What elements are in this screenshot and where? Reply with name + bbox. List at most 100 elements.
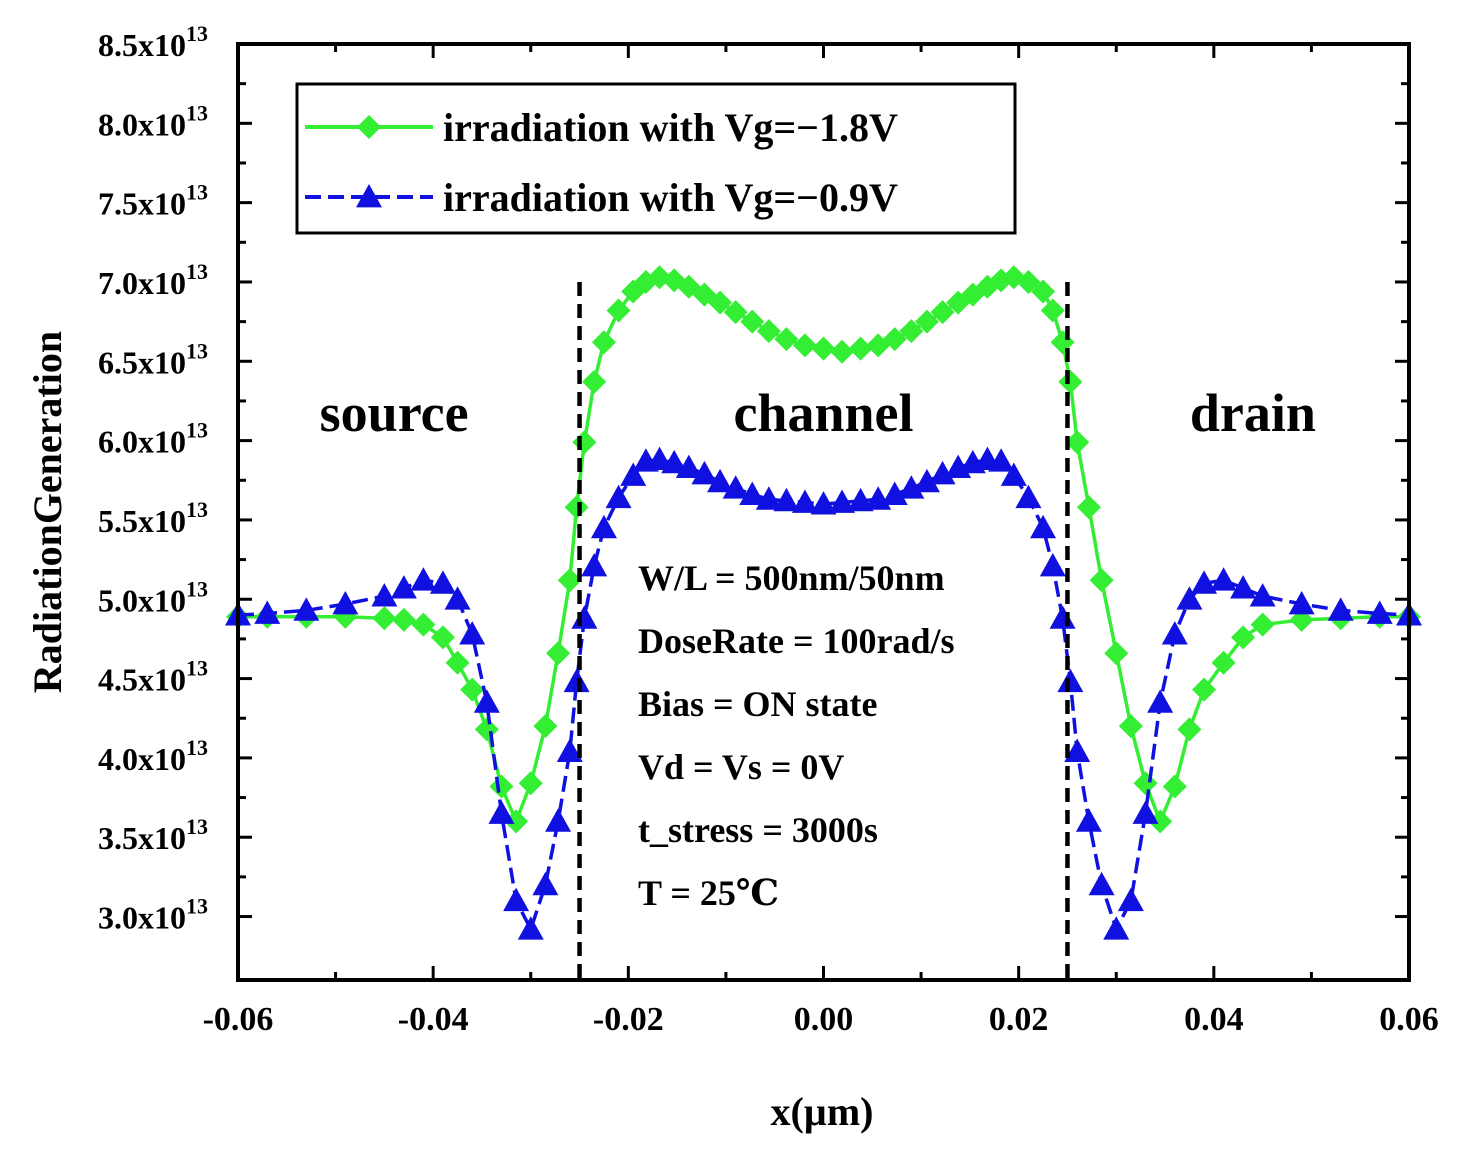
data-point	[332, 591, 359, 615]
data-point	[773, 487, 800, 512]
data-point	[930, 300, 955, 325]
y-tick-label: 6.0x1013	[98, 418, 208, 460]
data-point	[459, 621, 486, 645]
data-point	[1177, 717, 1202, 742]
y-tick-label: 5.0x1013	[98, 576, 208, 618]
data-point	[756, 319, 781, 344]
data-point	[1176, 586, 1203, 610]
data-point	[1191, 570, 1218, 594]
x-tick-label: 0.00	[794, 1001, 854, 1038]
annotation-line: DoseRate = 100rad/s	[638, 621, 954, 661]
data-point	[707, 468, 734, 493]
data-point	[1132, 800, 1159, 824]
data-point	[830, 339, 855, 364]
x-axis-label: x(µm)	[770, 1089, 873, 1134]
data-point	[1148, 809, 1173, 834]
data-point	[293, 597, 320, 621]
data-point	[1104, 641, 1129, 666]
y-axis: 3.0x1013 3.5x1013 4.0x1013 4.5x1013 5.0x1013…	[98, 21, 1409, 936]
data-point	[988, 448, 1015, 472]
y-tick-label: 8.0x1013	[98, 100, 208, 142]
y-tick-label: 4.0x1013	[98, 735, 208, 777]
annotation-line: Vd = Vs = 0V	[638, 747, 844, 787]
y-tick-label: 7.5x1013	[98, 180, 208, 222]
data-point	[646, 446, 673, 471]
plot-series	[225, 265, 1422, 940]
data-point	[372, 606, 397, 631]
data-point	[1050, 330, 1075, 355]
data-point	[391, 607, 416, 632]
data-point	[1230, 575, 1257, 599]
legend-marker-1	[357, 115, 381, 139]
data-point	[675, 454, 702, 478]
x-tick-label: -0.06	[203, 1001, 274, 1038]
data-point	[739, 481, 766, 505]
data-point	[605, 484, 632, 509]
x-tick-label: 0.02	[989, 1001, 1049, 1038]
x-tick-label: 0.04	[1184, 1001, 1244, 1038]
y-tick-label: 3.0x1013	[98, 894, 208, 936]
x-tick-label: -0.02	[593, 1001, 664, 1038]
data-point	[1015, 484, 1042, 509]
data-point	[1249, 583, 1276, 607]
annotation-line: T = 25℃	[638, 873, 779, 913]
legend-marker-2	[356, 184, 382, 208]
y-tick-label: 3.5x1013	[98, 814, 208, 856]
data-point	[811, 336, 836, 361]
legend-label-1: irradiation with Vg=−1.8V	[443, 105, 898, 150]
data-point	[1000, 462, 1027, 486]
data-point	[829, 489, 856, 513]
y-tick-label: 7.0x1013	[98, 259, 208, 301]
series-1	[226, 265, 1421, 834]
data-point	[572, 430, 597, 455]
data-point	[1064, 738, 1091, 762]
data-point	[1030, 514, 1057, 539]
data-point	[503, 887, 530, 912]
data-point	[1133, 771, 1158, 796]
region-label-source: source	[320, 383, 469, 443]
data-point	[254, 600, 281, 624]
data-point	[740, 309, 765, 334]
data-point	[755, 486, 782, 510]
data-point	[898, 475, 925, 499]
data-point	[557, 568, 582, 593]
data-point	[810, 491, 837, 515]
data-point	[1327, 597, 1354, 621]
data-point	[1103, 916, 1130, 940]
data-point	[517, 916, 544, 940]
data-point	[899, 319, 924, 344]
data-point	[460, 677, 485, 702]
data-point	[929, 460, 956, 485]
data-point	[533, 714, 558, 739]
data-point	[371, 583, 398, 607]
series-2	[225, 446, 1422, 940]
data-point	[1211, 650, 1236, 675]
region-boundaries	[577, 281, 1070, 980]
data-point	[1049, 605, 1076, 629]
data-point	[390, 575, 417, 599]
data-point	[545, 808, 572, 832]
data-point	[1210, 567, 1237, 591]
data-point	[1075, 808, 1102, 832]
data-point	[848, 336, 873, 361]
data-point	[791, 489, 818, 513]
data-point	[708, 290, 733, 315]
data-point	[410, 567, 437, 591]
data-point	[691, 460, 718, 485]
x-axis: -0.06 -0.04 -0.02 0.00 0.02 0.04 0.06	[203, 44, 1439, 1038]
data-point	[792, 333, 817, 358]
annotation-line: W/L = 500nm/50nm	[638, 558, 945, 598]
data-point	[1147, 689, 1174, 713]
data-point	[1161, 621, 1188, 645]
data-point	[1031, 279, 1056, 304]
region-labels: source channel drain	[320, 383, 1316, 443]
data-point	[1117, 887, 1144, 912]
y-tick-label: 4.5x1013	[98, 656, 208, 698]
data-point	[430, 625, 455, 650]
y-tick-label: 5.5x1013	[98, 497, 208, 539]
data-point	[556, 738, 583, 762]
y-axis-label: RadiationGeneration	[25, 331, 70, 693]
data-point	[722, 475, 749, 499]
annotation-line: t_stress = 3000s	[638, 810, 878, 850]
